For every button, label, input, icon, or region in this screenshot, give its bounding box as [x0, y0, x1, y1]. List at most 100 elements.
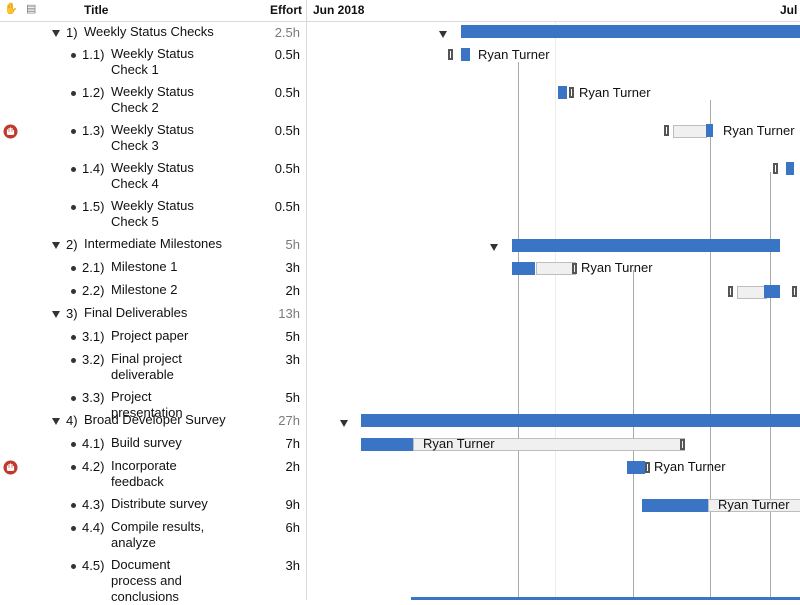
collapse-arrow[interactable]: [439, 31, 447, 38]
title-column-header[interactable]: Title: [84, 3, 109, 17]
effort-value[interactable]: 0.5h: [274, 85, 300, 100]
task-row[interactable]: 4.4) Compile results, analyze 6h: [0, 519, 306, 550]
summary-bar-5[interactable]: [411, 597, 800, 600]
bullet-icon: [71, 289, 76, 294]
task-title[interactable]: Final project deliverable: [111, 351, 182, 382]
effort-value[interactable]: 2h: [285, 459, 300, 474]
task-row[interactable]: 4.2) Incorporate feedback 2h: [0, 458, 306, 489]
task-row[interactable]: 4.3) Distribute survey 9h: [0, 496, 306, 527]
task-bar-2-1[interactable]: [512, 262, 535, 275]
effort-value[interactable]: 9h: [285, 497, 300, 512]
effort-value[interactable]: 13h: [278, 306, 300, 321]
effort-value[interactable]: 2h: [285, 283, 300, 298]
task-title[interactable]: Distribute survey: [111, 496, 208, 511]
effort-value[interactable]: 27h: [278, 413, 300, 428]
task-outline: 1) Weekly Status Checks 2.5h 1.1) Weekly Sta…: [0, 21, 306, 604]
effort-value[interactable]: 0.5h: [274, 123, 300, 138]
assignee-label: Ryan Turner: [718, 497, 790, 512]
task-row[interactable]: 4.1) Build survey 7h: [0, 435, 306, 466]
timeline-month-jul: Jul: [780, 3, 798, 17]
summary-bar-2[interactable]: [512, 239, 780, 252]
outline-number: 4.1): [82, 436, 105, 451]
task-row[interactable]: 1.5) Weekly Status Check 5 0.5h: [0, 198, 306, 229]
outline-number: 2): [66, 237, 78, 252]
task-title[interactable]: Final Deliverables: [84, 305, 188, 320]
effort-value[interactable]: 7h: [285, 436, 300, 451]
task-title[interactable]: Weekly Status Check 5: [111, 198, 194, 229]
task-title[interactable]: Milestone 2: [111, 282, 178, 297]
task-title[interactable]: Build survey: [111, 435, 182, 450]
stop-hand-icon[interactable]: [3, 124, 18, 139]
task-bar-2-2[interactable]: [764, 285, 780, 298]
assignee-label: Ryan Turner: [654, 459, 726, 474]
summary-bar-4[interactable]: [361, 414, 800, 427]
dependency-line: [633, 270, 634, 600]
task-title[interactable]: Weekly Status Check 2: [111, 84, 194, 115]
slack-bar: [737, 286, 767, 299]
task-title[interactable]: Weekly Status Check 4: [111, 160, 194, 191]
outline-number: 1): [66, 25, 78, 40]
effort-value[interactable]: 3h: [285, 352, 300, 367]
task-title[interactable]: Milestone 1: [111, 259, 178, 274]
task-title[interactable]: Weekly Status Check 1: [111, 46, 194, 77]
effort-value[interactable]: 5h: [285, 237, 300, 252]
task-row[interactable]: 3.3) Project presentation 5h: [0, 389, 306, 420]
task-row[interactable]: 2.2) Milestone 2 2h: [0, 282, 306, 313]
task-row[interactable]: 3.1) Project paper 5h: [0, 328, 306, 359]
assignee-label: Ryan Turner: [581, 260, 653, 275]
note-icon[interactable]: ▤: [26, 3, 37, 15]
hand-icon[interactable]: ✋: [4, 3, 18, 15]
collapse-arrow[interactable]: [490, 244, 498, 251]
task-title[interactable]: Compile results, analyze: [111, 519, 205, 550]
group-row[interactable]: 3) Final Deliverables 13h: [0, 305, 306, 336]
slack-bracket: [773, 163, 778, 174]
task-bar-4-2[interactable]: [627, 461, 645, 474]
task-bar-1-2[interactable]: [558, 86, 567, 99]
pane-divider[interactable]: [306, 0, 307, 600]
effort-value[interactable]: 5h: [285, 390, 300, 405]
task-bar-1-1[interactable]: [461, 48, 470, 61]
effort-value[interactable]: 0.5h: [274, 47, 300, 62]
outline-number: 3): [66, 306, 78, 321]
disclosure-triangle[interactable]: [52, 242, 60, 249]
effort-value[interactable]: 3h: [285, 260, 300, 275]
stop-hand-icon[interactable]: [3, 460, 18, 475]
effort-value[interactable]: 2.5h: [274, 25, 300, 40]
disclosure-triangle[interactable]: [52, 311, 60, 318]
task-row[interactable]: 1.1) Weekly Status Check 1 0.5h: [0, 46, 306, 77]
group-row[interactable]: 2) Intermediate Milestones 5h: [0, 236, 306, 267]
effort-value[interactable]: 0.5h: [274, 199, 300, 214]
group-row[interactable]: 4) Broad Developer Survey 27h: [0, 412, 306, 443]
summary-bar-1[interactable]: [461, 25, 800, 38]
group-row[interactable]: 1) Weekly Status Checks 2.5h: [0, 24, 306, 55]
task-row[interactable]: 1.3) Weekly Status Check 3 0.5h: [0, 122, 306, 153]
effort-column-header[interactable]: Effort: [270, 3, 302, 17]
task-row[interactable]: 2.1) Milestone 1 3h: [0, 259, 306, 290]
task-title[interactable]: Broad Developer Survey: [84, 412, 226, 427]
task-title[interactable]: Weekly Status Checks: [84, 24, 214, 39]
task-row[interactable]: 3.2) Final project deliverable 3h: [0, 351, 306, 382]
effort-value[interactable]: 3h: [285, 558, 300, 573]
task-bar-4-1[interactable]: [361, 438, 413, 451]
effort-value[interactable]: 0.5h: [274, 161, 300, 176]
slack-bracket: [680, 439, 685, 450]
slack-bracket: [645, 462, 650, 473]
effort-value[interactable]: 6h: [285, 520, 300, 535]
disclosure-triangle[interactable]: [52, 418, 60, 425]
task-title[interactable]: Document process and conclusions: [111, 557, 182, 604]
task-title[interactable]: Project paper: [111, 328, 189, 343]
task-bar-1-3[interactable]: [706, 124, 713, 137]
task-row[interactable]: 1.4) Weekly Status Check 4 0.5h: [0, 160, 306, 191]
task-bar-1-4[interactable]: [786, 162, 794, 175]
effort-value[interactable]: 5h: [285, 329, 300, 344]
task-row[interactable]: 4.5) Document process and conclusions 3h: [0, 557, 306, 604]
bullet-icon: [71, 358, 76, 363]
task-title[interactable]: Weekly Status Check 3: [111, 122, 194, 153]
task-title[interactable]: Project presentation: [111, 389, 183, 420]
task-title[interactable]: Incorporate feedback: [111, 458, 177, 489]
disclosure-triangle[interactable]: [52, 30, 60, 37]
task-bar-4-3[interactable]: [642, 499, 708, 512]
task-title[interactable]: Intermediate Milestones: [84, 236, 223, 251]
collapse-arrow[interactable]: [340, 420, 348, 427]
task-row[interactable]: 1.2) Weekly Status Check 2 0.5h: [0, 84, 306, 115]
